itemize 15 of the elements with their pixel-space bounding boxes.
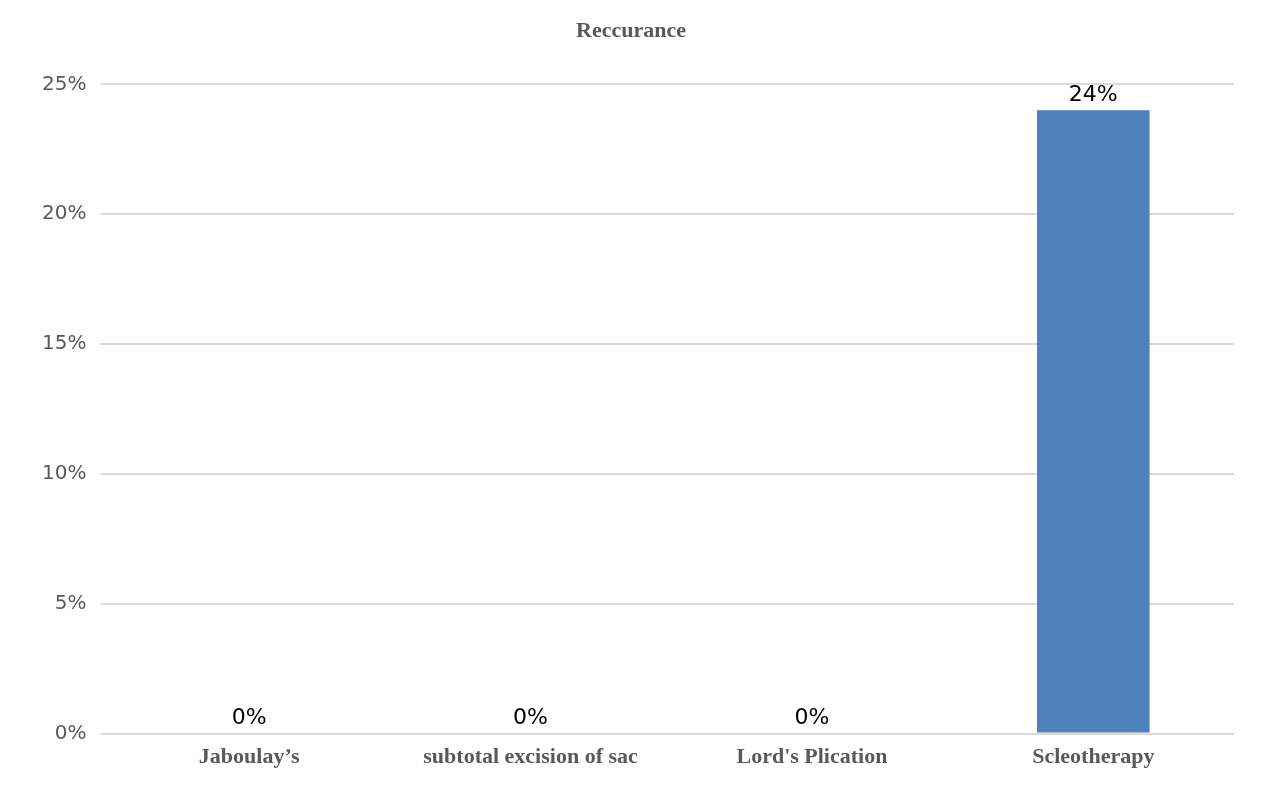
data-label: 0% <box>513 704 548 730</box>
chart-title: Reccurance <box>576 16 687 42</box>
data-label: 0% <box>794 704 830 730</box>
x-tick-label: subtotal excision of sac <box>423 743 639 769</box>
y-tick-label: 10% <box>42 460 87 485</box>
y-tick-label: 25% <box>42 70 87 95</box>
x-tick-label: Lord's Plication <box>736 743 888 769</box>
x-tick-label: Scleotherapy <box>1032 743 1155 769</box>
data-label: 0% <box>231 704 267 730</box>
y-tick-label: 5% <box>54 589 87 614</box>
y-tick-label: 15% <box>42 330 87 355</box>
x-tick-label: Jaboulay’s <box>198 743 300 769</box>
y-tick-label: 0% <box>54 719 87 744</box>
data-label: 24% <box>1068 81 1118 107</box>
y-tick-label: 20% <box>42 200 87 225</box>
